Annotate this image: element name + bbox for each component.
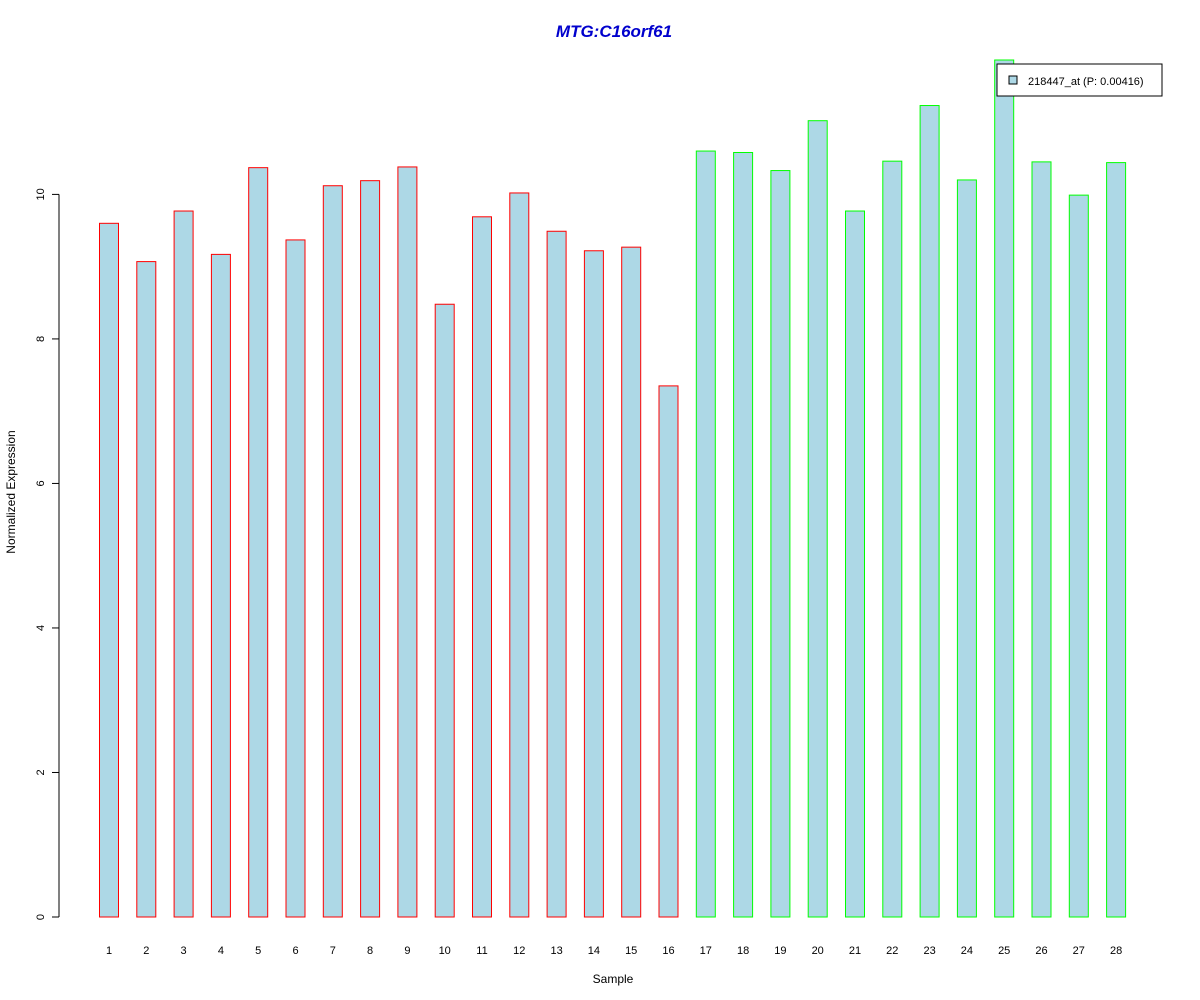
x-tick-label: 22 — [886, 945, 898, 957]
bar-sample-11 — [472, 216, 492, 918]
bar-sample-21 — [845, 210, 865, 918]
x-tick-label: 14 — [588, 945, 600, 957]
x-tick-label: 8 — [367, 945, 373, 957]
x-tick-label: 10 — [439, 945, 451, 957]
x-tick-labels: 1 2 3 4 5 6 7 8 9 10 11 12 13 14 15 16 17 18 19 20 21 22 23 24 2… — [106, 945, 1122, 957]
x-tick-label: 6 — [292, 945, 298, 957]
x-tick-label: 12 — [513, 945, 525, 957]
bars — [99, 59, 1127, 918]
legend-swatch — [1008, 75, 1018, 85]
bar-sample-12 — [509, 192, 530, 918]
legend-box — [996, 63, 1163, 97]
x-tick-label: 5 — [255, 945, 261, 957]
bar-sample-24 — [956, 179, 977, 918]
y-axis-label: Normalized Expression — [4, 430, 18, 553]
bar-sample-7 — [322, 185, 343, 918]
y-tick-label: 10 — [35, 188, 47, 200]
x-tick-label: 20 — [812, 945, 824, 957]
y-tick-label: 2 — [35, 769, 47, 775]
x-tick-label: 23 — [923, 945, 935, 957]
bar-sample-2 — [136, 261, 157, 918]
y-axis: 0 2 4 6 8 10 — [35, 188, 60, 920]
y-tick-label: 8 — [35, 336, 47, 342]
y-tick-label: 0 — [35, 914, 47, 920]
x-tick-label: 19 — [774, 945, 786, 957]
x-tick-label: 1 — [106, 945, 112, 957]
x-tick-label: 4 — [218, 945, 224, 957]
x-tick-label: 27 — [1073, 945, 1085, 957]
bar-sample-3 — [173, 210, 194, 918]
bar-sample-16 — [658, 385, 679, 918]
x-tick-label: 11 — [476, 945, 487, 957]
legend-label: 218447_at (P: 0.00416) — [1028, 76, 1144, 88]
x-tick-label: 18 — [737, 945, 749, 957]
bar-sample-28 — [1106, 162, 1127, 918]
x-tick-label: 7 — [330, 945, 336, 957]
y-tick-label: 6 — [35, 480, 47, 486]
bar-sample-10 — [434, 303, 455, 918]
chart-title: MTG:C16orf61 — [556, 22, 672, 41]
x-tick-label: 9 — [404, 945, 410, 957]
x-tick-label: 13 — [550, 945, 562, 957]
y-tick-label: 4 — [35, 625, 47, 631]
bar-sample-14 — [583, 250, 604, 918]
bar-sample-18 — [733, 151, 754, 918]
bar-sample-27 — [1068, 194, 1089, 918]
x-tick-label: 28 — [1110, 945, 1122, 957]
x-tick-label: 3 — [181, 945, 187, 957]
bar-sample-25 — [994, 59, 1015, 918]
bar-sample-1 — [99, 222, 119, 918]
bar-sample-4 — [210, 253, 231, 918]
x-tick-label: 15 — [625, 945, 637, 957]
bar-sample-6 — [285, 239, 306, 918]
bar-sample-26 — [1031, 161, 1052, 918]
x-tick-label: 16 — [662, 945, 674, 957]
bar-sample-5 — [248, 167, 269, 918]
bar-sample-15 — [621, 246, 642, 918]
x-tick-label: 26 — [1035, 945, 1047, 957]
x-tick-label: 25 — [998, 945, 1010, 957]
x-tick-label: 21 — [849, 945, 861, 957]
bar-sample-22 — [882, 160, 903, 918]
x-axis-label: Sample — [593, 972, 634, 986]
bar-sample-19 — [770, 170, 791, 918]
x-tick-label: 2 — [143, 945, 149, 957]
bar-sample-8 — [360, 180, 381, 918]
bar-sample-23 — [919, 105, 940, 918]
bar-sample-20 — [807, 120, 828, 918]
bar-sample-17 — [695, 150, 716, 918]
x-tick-label: 24 — [961, 945, 973, 957]
bar-sample-13 — [546, 230, 567, 918]
bar-sample-9 — [397, 166, 418, 918]
legend: 218447_at (P: 0.00416) — [996, 63, 1163, 97]
x-tick-label: 17 — [700, 945, 712, 957]
